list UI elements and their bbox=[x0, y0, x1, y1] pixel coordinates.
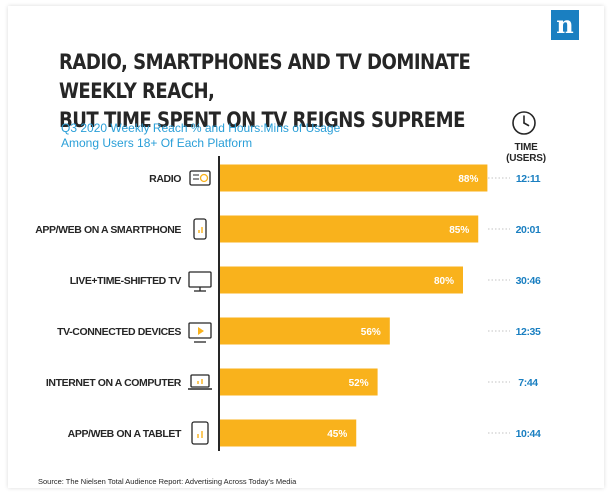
chart-card bbox=[8, 6, 604, 488]
tv-icon bbox=[188, 271, 212, 288]
time-label: 30:46 bbox=[516, 275, 541, 287]
category-label: LIVE+TIME-SHIFTED TV bbox=[70, 275, 182, 287]
source-note: Source: The Nielsen Total Audience Repor… bbox=[38, 477, 297, 486]
category-label: TV-CONNECTED DEVICES bbox=[57, 326, 181, 338]
bar bbox=[219, 419, 357, 447]
bar bbox=[219, 164, 488, 192]
time-label: 12:35 bbox=[516, 326, 541, 338]
bar-value-label: 56% bbox=[361, 327, 381, 338]
category-label: INTERNET ON A COMPUTER bbox=[46, 377, 182, 389]
category-label: APP/WEB ON A TABLET bbox=[68, 428, 182, 440]
time-label: 12:11 bbox=[516, 173, 541, 185]
bar-value-label: 88% bbox=[458, 174, 478, 185]
chart-subtitle: Q3 2020 Weekly Reach % and Hours:Mins of… bbox=[61, 121, 421, 151]
category-label: RADIO bbox=[149, 173, 181, 185]
time-column-header: TIME (USERS) bbox=[506, 142, 546, 164]
chart-title: RADIO, SMARTPHONES AND TV DOMINATE WEEKL… bbox=[59, 48, 539, 135]
chart-title-line-2: BUT TIME SPENT ON TV REIGNS SUPREME bbox=[59, 108, 465, 132]
chart-title-line-1: RADIO, SMARTPHONES AND TV DOMINATE WEEKL… bbox=[59, 50, 471, 103]
time-label: 20:01 bbox=[516, 224, 541, 236]
tablet-icon bbox=[191, 421, 209, 445]
bar-value-label: 85% bbox=[449, 225, 469, 236]
bar bbox=[219, 215, 479, 243]
smartphone-icon bbox=[193, 218, 207, 240]
radio-speaker bbox=[199, 173, 209, 183]
nielsen-logo: n bbox=[551, 10, 579, 40]
laptop-icon bbox=[190, 374, 210, 388]
bar bbox=[219, 317, 390, 345]
chart-subtitle-line-2: Among Users 18+ Of Each Platform bbox=[61, 136, 253, 150]
time-label: 7:44 bbox=[518, 377, 538, 389]
bar bbox=[219, 368, 378, 396]
chart-subtitle-line-1: Q3 2020 Weekly Reach % and Hours:Mins of… bbox=[61, 121, 341, 135]
bar-value-label: 45% bbox=[327, 429, 347, 440]
play-icon bbox=[198, 327, 204, 335]
time-label: 10:44 bbox=[516, 428, 541, 440]
clock-icon bbox=[512, 111, 536, 135]
radio-icon bbox=[189, 170, 211, 186]
tv-connected-device-icon bbox=[188, 322, 212, 339]
bar-value-label: 80% bbox=[434, 276, 454, 287]
bar-value-label: 52% bbox=[349, 378, 369, 389]
category-label: APP/WEB ON A SMARTPHONE bbox=[35, 224, 181, 236]
bar bbox=[219, 266, 463, 294]
